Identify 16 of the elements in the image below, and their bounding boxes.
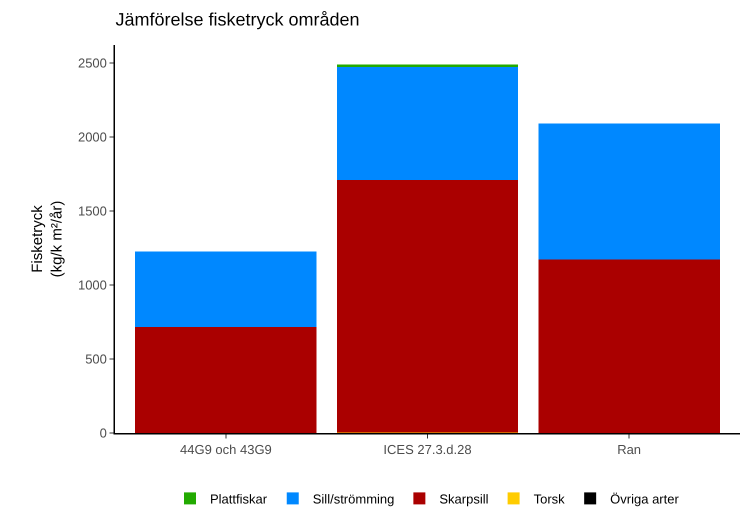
- y-axis-title: Fisketryck (kg/k m²/år): [28, 200, 66, 278]
- x-tick-label: Ran: [617, 442, 642, 458]
- y-tick-label: 1500: [78, 203, 107, 218]
- x-tick-label: 44G9 och 43G9: [180, 442, 272, 458]
- y-tick-label: 2500: [78, 55, 107, 70]
- legend-label: Plattfiskar: [210, 491, 268, 506]
- legend-label: Torsk: [534, 491, 566, 506]
- y-tick-label: 0: [100, 426, 107, 441]
- y-tick-label: 500: [85, 352, 107, 366]
- legend-label: Skarpsill: [439, 491, 489, 506]
- x-tick-label: ICES 27.3.d.28: [383, 442, 472, 458]
- chart-title: Jämförelse fisketryck områden: [115, 10, 360, 30]
- y-tick-label: 2000: [78, 129, 107, 144]
- legend-label: Sill/strömming: [312, 491, 394, 506]
- y-tick-label: 1000: [78, 277, 107, 292]
- legend-label: Övriga arter: [610, 491, 680, 506]
